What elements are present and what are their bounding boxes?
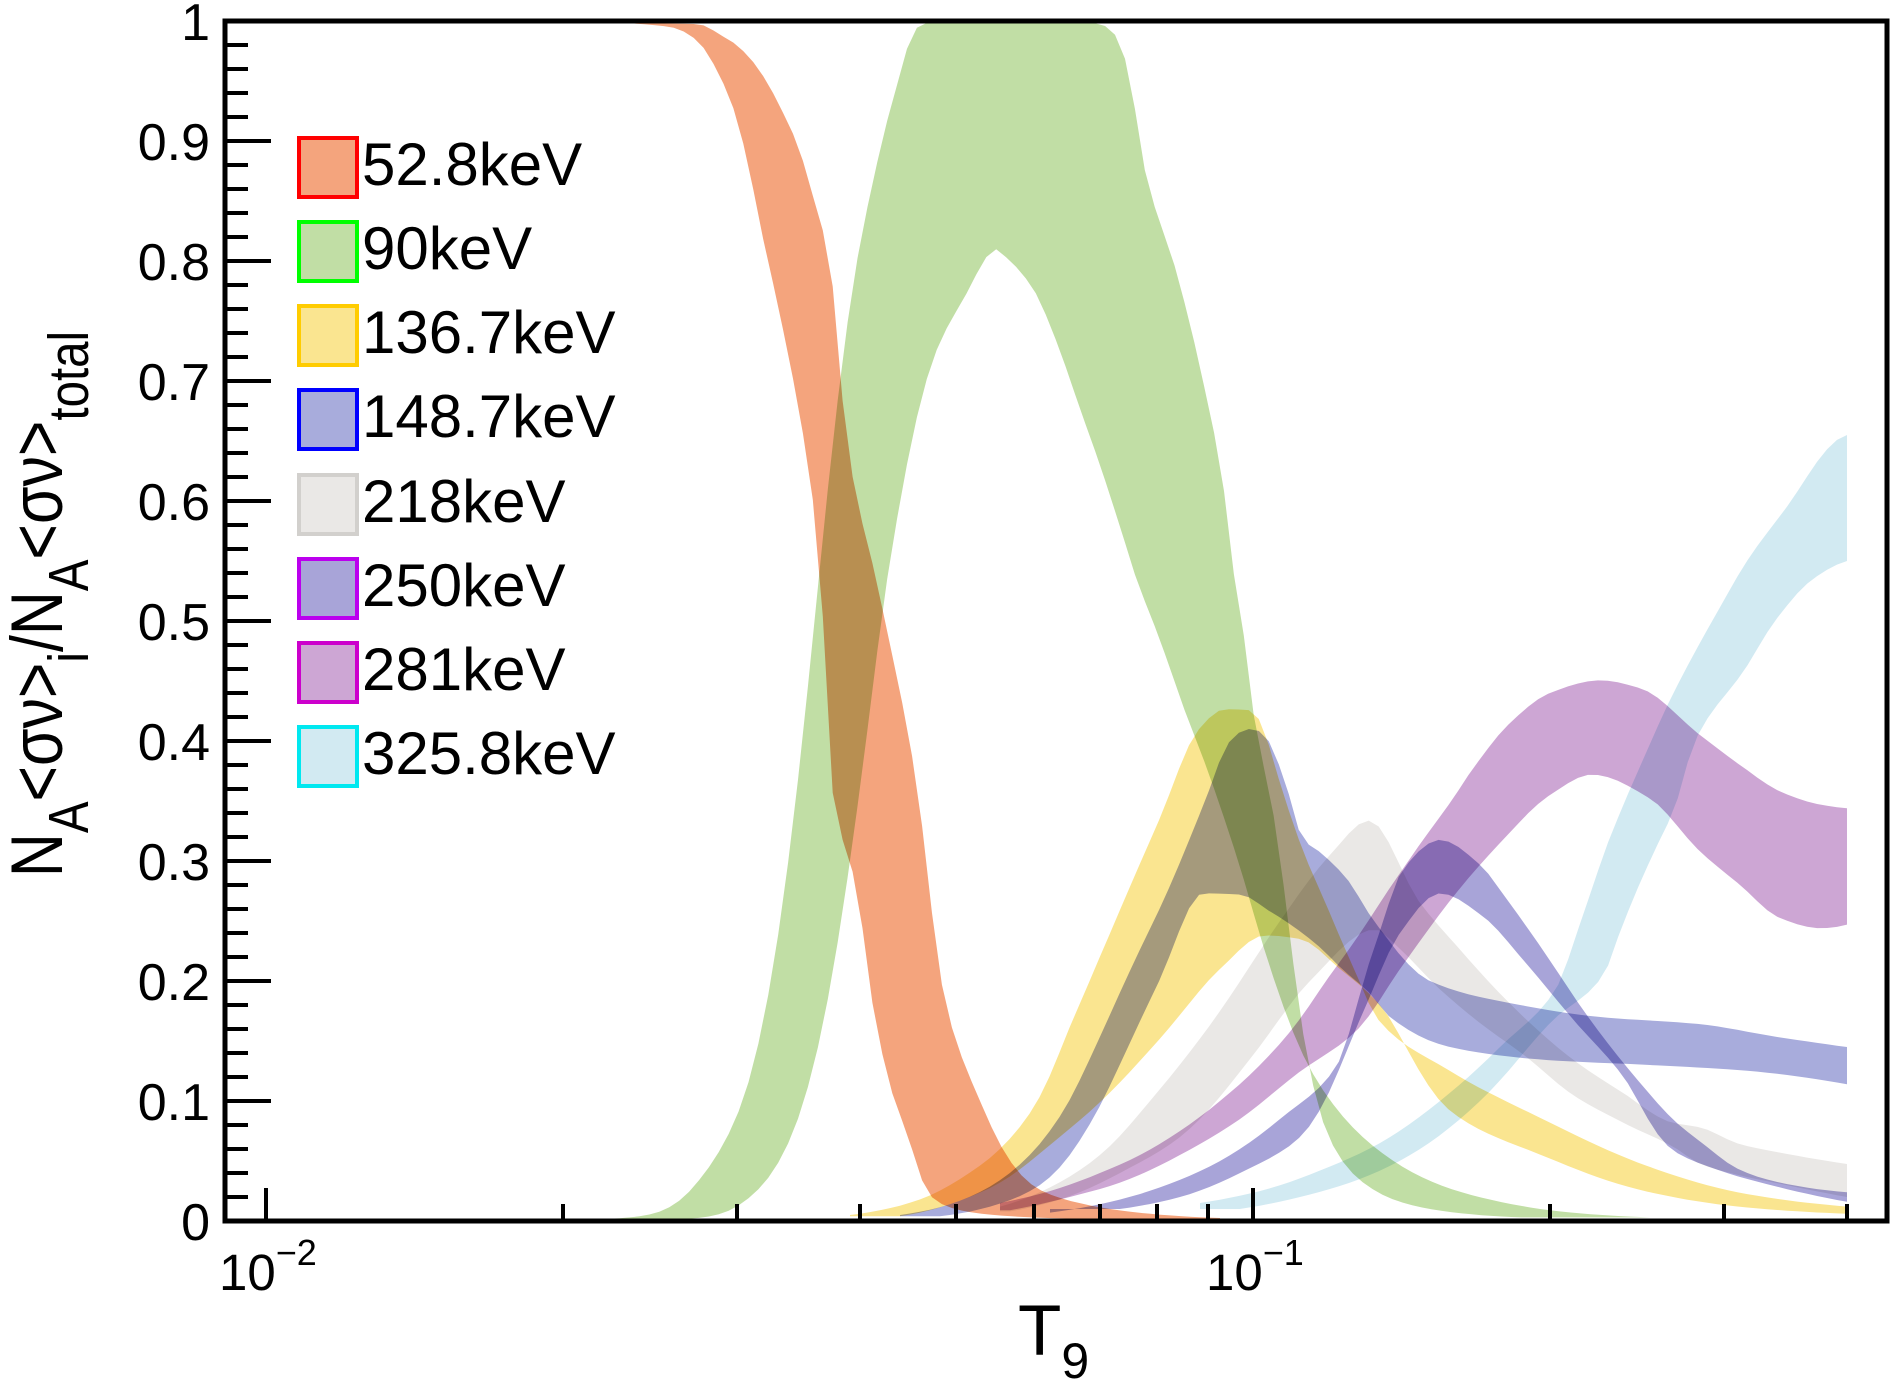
svg-text:325.8keV: 325.8keV (362, 720, 616, 787)
svg-text:1: 1 (181, 0, 210, 52)
svg-text:0.3: 0.3 (138, 834, 210, 892)
svg-text:148.7keV: 148.7keV (362, 383, 616, 450)
svg-text:136.7keV: 136.7keV (362, 299, 616, 366)
svg-text:281keV: 281keV (362, 636, 566, 703)
svg-text:0.8: 0.8 (138, 234, 210, 292)
svg-text:0.6: 0.6 (138, 474, 210, 532)
svg-text:250keV: 250keV (362, 552, 566, 619)
svg-text:0.9: 0.9 (138, 114, 210, 172)
svg-text:218keV: 218keV (362, 468, 566, 535)
svg-text:0.4: 0.4 (138, 714, 210, 772)
svg-text:0: 0 (181, 1194, 210, 1252)
svg-text:0.1: 0.1 (138, 1074, 210, 1132)
svg-text:0.2: 0.2 (138, 954, 210, 1012)
svg-text:0.7: 0.7 (138, 354, 210, 412)
svg-text:90keV: 90keV (362, 215, 532, 282)
svg-text:52.8keV: 52.8keV (362, 131, 582, 198)
svg-text:0.5: 0.5 (138, 594, 210, 652)
